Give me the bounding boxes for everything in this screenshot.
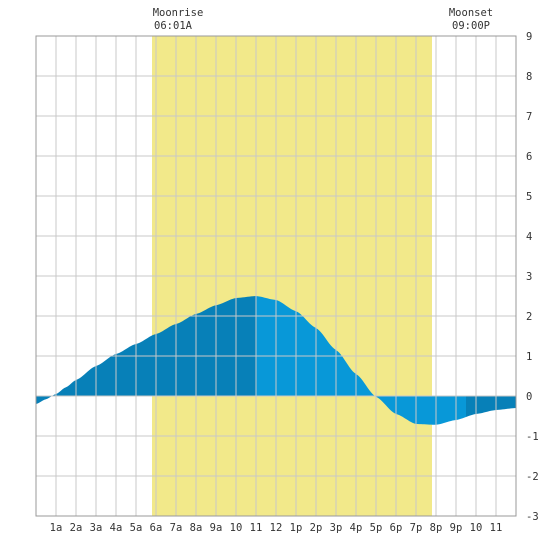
x-tick-label: 2p [310,522,323,534]
y-tick-label: 4 [526,231,532,243]
y-tick-label: -1 [526,431,539,443]
x-tick-label: 4p [350,522,363,534]
x-tick-label: 7a [170,522,183,534]
x-tick-label: 11 [250,522,263,534]
y-tick-label: 3 [526,271,532,283]
x-tick-label: 10 [230,522,243,534]
y-tick-label: 8 [526,71,532,83]
x-tick-label: 8p [430,522,443,534]
x-tick-label: 9a [210,522,223,534]
moonrise-time: 06:01A [154,20,193,32]
moonset-time: 09:00P [452,20,490,32]
x-tick-label: 3p [330,522,343,534]
x-tick-label: 1p [290,522,303,534]
tide-area-segment [256,296,466,425]
y-tick-label: 1 [526,351,532,363]
x-tick-label: 6a [150,522,163,534]
x-tick-label: 2a [70,522,83,534]
y-tick-label: 7 [526,111,532,123]
moonset-title: Moonset [449,7,493,19]
y-tick-label: 6 [526,151,532,163]
x-tick-label: 7p [410,522,423,534]
x-tick-label: 10 [470,522,483,534]
tide-area-segment [466,396,516,417]
x-tick-label: 11 [490,522,503,534]
moonrise-title: Moonrise [153,7,204,19]
x-tick-label: 8a [190,522,203,534]
y-tick-label: -3 [526,511,539,523]
x-tick-label: 5a [130,522,143,534]
y-tick-label: 0 [526,391,532,403]
x-tick-label: 6p [390,522,403,534]
x-tick-label: 12 [270,522,283,534]
x-tick-label: 3a [90,522,103,534]
x-tick-label: 4a [110,522,123,534]
x-tick-label: 9p [450,522,463,534]
x-tick-label: 5p [370,522,383,534]
plot-frame [35,35,517,517]
y-tick-label: 9 [526,31,532,43]
y-tick-label: 2 [526,311,532,323]
y-tick-label: -2 [526,471,539,483]
x-tick-label: 1a [50,522,63,534]
y-tick-label: 5 [526,191,532,203]
tide-area-segment [36,296,256,404]
